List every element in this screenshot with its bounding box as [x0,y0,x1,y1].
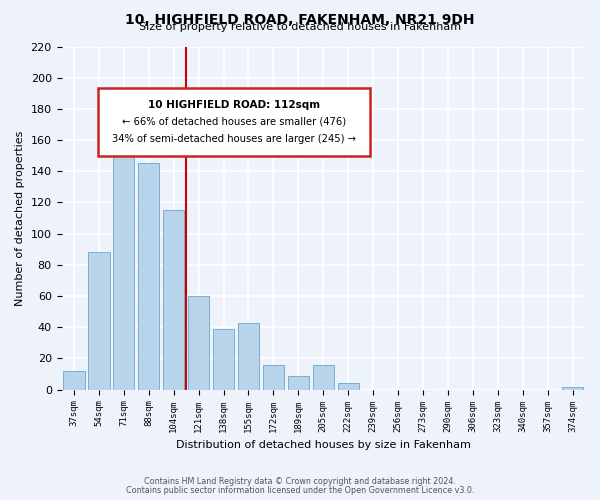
FancyBboxPatch shape [98,88,370,156]
Bar [88,252,110,390]
Text: Contains HM Land Registry data © Crown copyright and database right 2024.: Contains HM Land Registry data © Crown c… [144,477,456,486]
Text: Contains public sector information licensed under the Open Government Licence v3: Contains public sector information licen… [126,486,474,495]
Bar [113,110,134,390]
Y-axis label: Number of detached properties: Number of detached properties [15,130,25,306]
Bar [338,384,359,390]
Bar [238,322,259,390]
Bar [288,376,309,390]
Bar [263,364,284,390]
X-axis label: Distribution of detached houses by size in Fakenham: Distribution of detached houses by size … [176,440,471,450]
Text: Size of property relative to detached houses in Fakenham: Size of property relative to detached ho… [139,22,461,32]
Bar [138,164,160,390]
Text: 34% of semi-detached houses are larger (245) →: 34% of semi-detached houses are larger (… [112,134,356,144]
Bar [213,329,234,390]
Text: 10 HIGHFIELD ROAD: 112sqm: 10 HIGHFIELD ROAD: 112sqm [148,100,320,110]
Bar [188,296,209,390]
Text: ← 66% of detached houses are smaller (476): ← 66% of detached houses are smaller (47… [122,117,346,127]
Bar [163,210,184,390]
Bar [313,364,334,390]
Text: 10, HIGHFIELD ROAD, FAKENHAM, NR21 9DH: 10, HIGHFIELD ROAD, FAKENHAM, NR21 9DH [125,12,475,26]
Bar [64,371,85,390]
Bar [562,386,583,390]
